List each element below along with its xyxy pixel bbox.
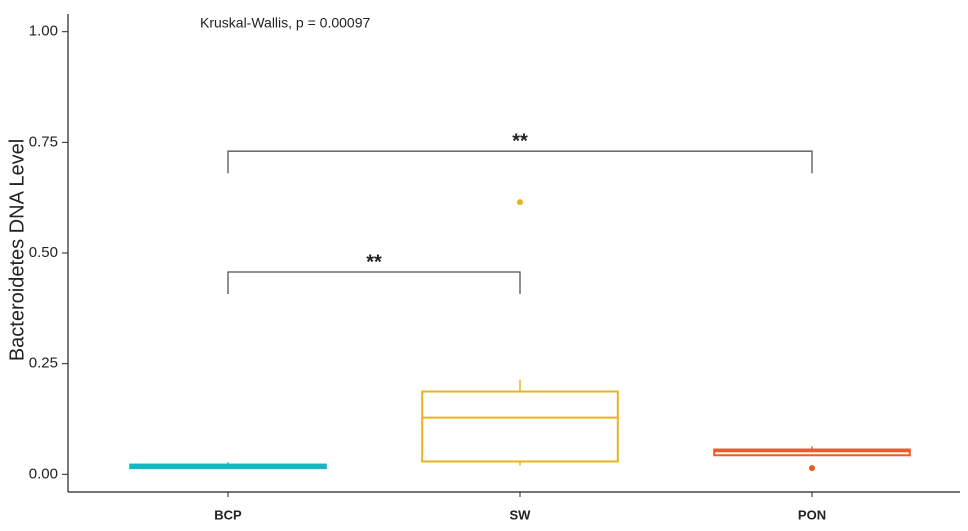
- y-axis-label: Bacteroidetes DNA Level: [6, 139, 28, 361]
- y-tick-label: 0.00: [29, 465, 58, 482]
- significance-bracket: [227, 150, 813, 174]
- significance-label: **: [366, 251, 382, 273]
- significance-bracket: [227, 271, 521, 295]
- y-tick-label: 0.75: [29, 133, 58, 150]
- x-tick-label: SW: [510, 507, 532, 522]
- x-tick-label: PON: [798, 507, 826, 522]
- x-tick-label: BCP: [214, 507, 242, 522]
- significance-label: **: [512, 130, 528, 152]
- outlier: [809, 465, 815, 472]
- box: [713, 448, 911, 457]
- annotation: Kruskal-Wallis, p = 0.00097: [200, 15, 370, 31]
- y-tick-label: 0.50: [29, 244, 58, 261]
- box: [421, 390, 619, 463]
- y-tick-label: 1.00: [29, 23, 58, 40]
- outlier: [517, 199, 523, 206]
- y-tick-label: 0.25: [29, 355, 58, 372]
